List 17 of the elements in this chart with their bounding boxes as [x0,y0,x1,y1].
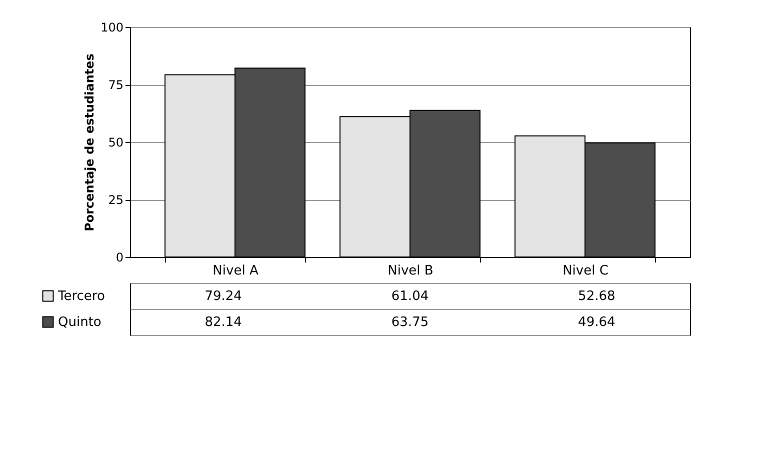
x-tick-label: Nivel C [562,264,608,278]
data-label: 82.14 [204,315,242,330]
x-tick-label: Nivel A [212,264,258,278]
y-tick-label: 0 [116,250,124,264]
y-tick-label: 75 [108,78,124,92]
x-tick-label: Nivel B [388,264,434,278]
data-label: 49.64 [578,315,616,330]
y-tick-label: 50 [108,136,124,150]
y-tick-label: 25 [108,193,124,207]
data-label: 79.24 [204,289,242,304]
y-tick-label: 100 [100,20,124,34]
data-label: 52.68 [578,289,616,304]
y-axis-title: Porcentaje de estudiantes [82,54,97,232]
legend-label: Tercero [57,289,105,304]
data-label: 63.75 [391,315,429,330]
data-label: 61.04 [391,289,429,304]
legend-label: Quinto [58,315,102,330]
